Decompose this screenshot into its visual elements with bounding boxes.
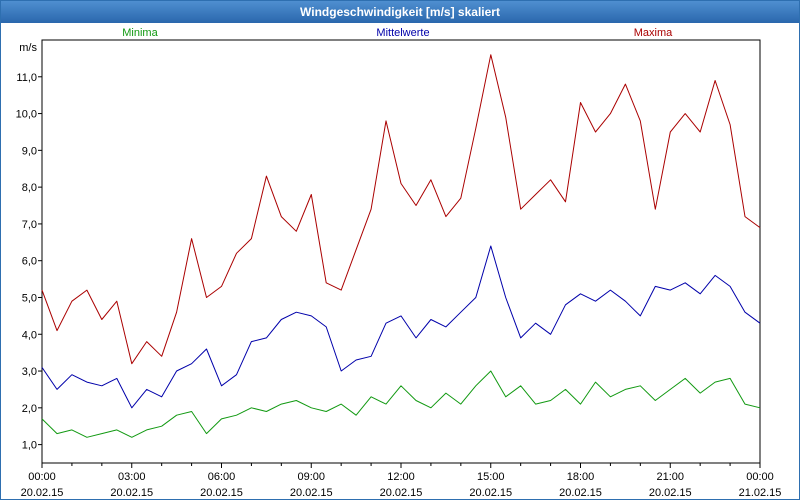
- legend-mittelwerte: Mittelwerte: [376, 27, 429, 39]
- tick-labels: 1,0 2,0 3,0 4,0 5,0 6,0 7,0 8,0 9,0 10,0 11,0 m/s 00…: [16, 42, 782, 499]
- y-tick-label: 8,0: [22, 182, 37, 194]
- y-tick-label: 7,0: [22, 219, 37, 231]
- y-tick-label: 3,0: [22, 366, 37, 378]
- legend-maxima: Maxima: [634, 27, 673, 39]
- plot-area: [41, 39, 761, 464]
- x-tick-time: 18:00: [567, 471, 595, 483]
- y-tick-label: 5,0: [22, 292, 37, 304]
- x-tick-date: 20.02.15: [380, 487, 423, 499]
- x-tick-time: 21:00: [656, 471, 684, 483]
- legend-minima: Minima: [122, 27, 158, 39]
- y-tick-label: 6,0: [22, 256, 37, 268]
- x-tick-date: 20.02.15: [200, 487, 243, 499]
- x-tick-date: 20.02.15: [469, 487, 512, 499]
- chart-canvas: 1,0 2,0 3,0 4,0 5,0 6,0 7,0 8,0 9,0 10,0 11,0 m/s 00…: [16, 27, 782, 499]
- y-tick-label: 10,0: [16, 109, 37, 121]
- y-tick-label: 1,0: [22, 440, 37, 452]
- x-tick-time: 03:00: [118, 471, 146, 483]
- x-tick-time: 00:00: [746, 471, 774, 483]
- y-tick-label: 4,0: [22, 329, 37, 341]
- x-tick-time: 06:00: [208, 471, 236, 483]
- x-tick-time: 15:00: [477, 471, 505, 483]
- x-tick-time: 09:00: [297, 471, 325, 483]
- legend: Minima Mittelwerte Maxima: [122, 27, 673, 39]
- x-tick-date: 20.02.15: [649, 487, 692, 499]
- x-tick-date: 20.02.15: [110, 487, 153, 499]
- axes: [38, 39, 761, 468]
- y-tick-label: 9,0: [22, 145, 37, 157]
- x-tick-date: 20.02.15: [290, 487, 333, 499]
- series-lines: [41, 54, 761, 438]
- y-axis-label: m/s: [19, 42, 37, 54]
- x-tick-time: 12:00: [387, 471, 415, 483]
- window-title: Windgeschwindigkeit [m/s] skaliert: [1, 1, 799, 23]
- x-tick-date: 20.02.15: [559, 487, 602, 499]
- series-line-maxima: [41, 54, 761, 365]
- series-line-mittelwerte: [41, 245, 761, 409]
- y-tick-label: 2,0: [22, 403, 37, 415]
- series-line-minima: [41, 370, 761, 438]
- y-tick-label: 11,0: [16, 72, 37, 84]
- x-tick-date: 20.02.15: [21, 487, 64, 499]
- x-tick-date: 21.02.15: [739, 487, 782, 499]
- x-tick-time: 00:00: [28, 471, 56, 483]
